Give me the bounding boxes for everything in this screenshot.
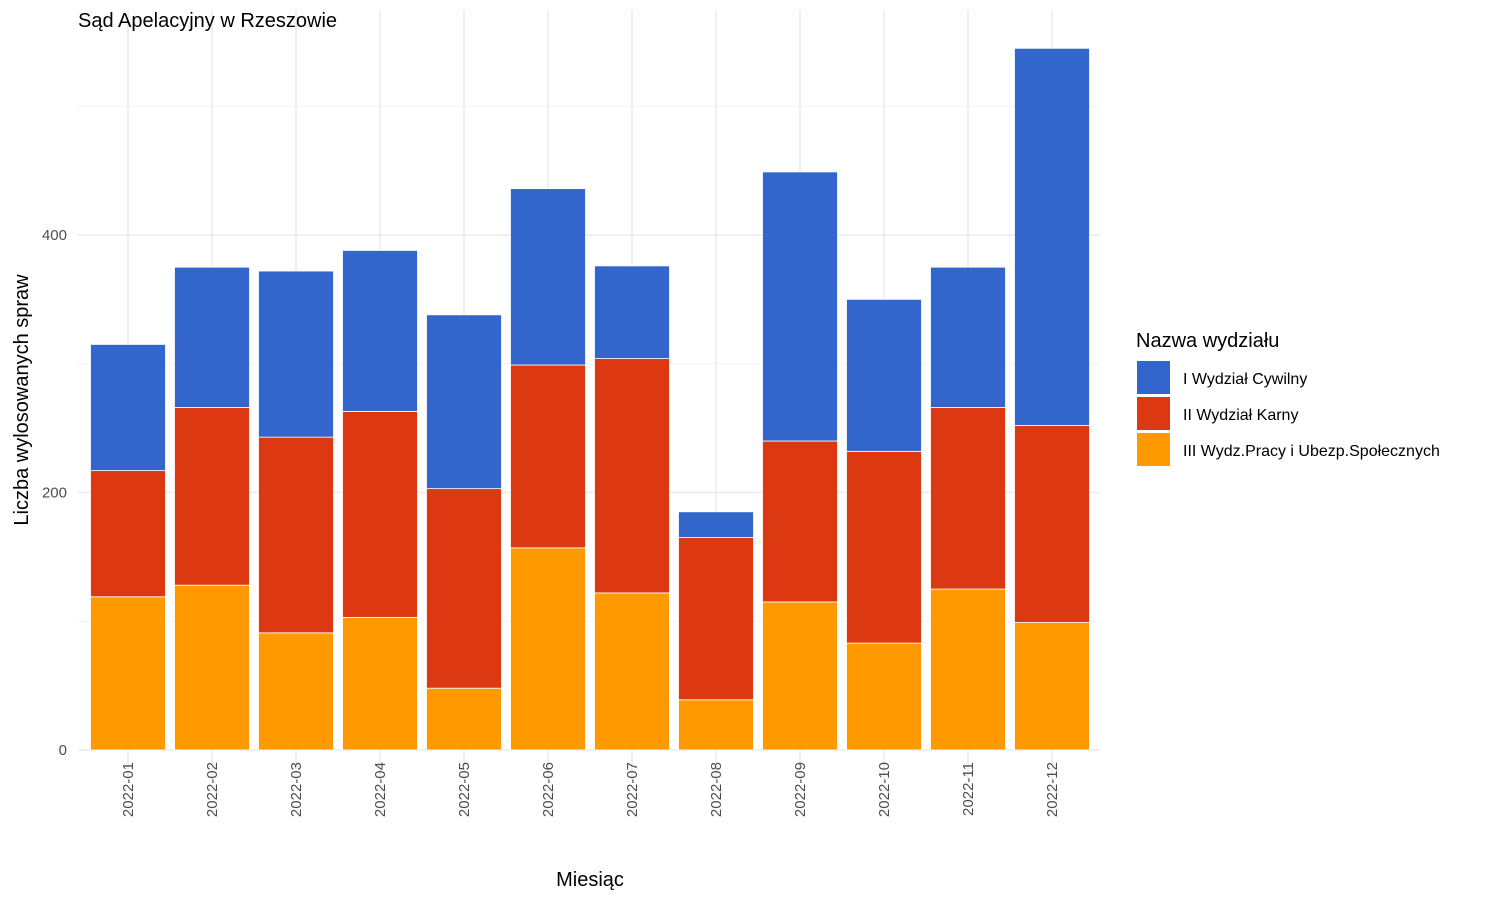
bar-segment	[510, 188, 586, 366]
chart-title: Sąd Apelacyjny w Rzeszowie	[78, 10, 337, 32]
bar-segment	[762, 601, 838, 751]
x-tick-label: 2022-06	[540, 762, 557, 817]
bar-segment	[342, 250, 418, 412]
bar-segment	[594, 265, 670, 359]
bar-segment	[426, 314, 502, 490]
bar-segment	[90, 470, 166, 598]
bar-segment	[594, 592, 670, 751]
bar-segment	[510, 364, 586, 549]
legend-label: III Wydz.Pracy i Ubezp.Społecznych	[1183, 443, 1440, 460]
legend-swatch	[1137, 433, 1170, 466]
legend-label: I Wydział Cywilny	[1183, 371, 1307, 388]
x-tick-label: 2022-01	[120, 762, 137, 817]
bar-segment	[678, 511, 754, 538]
bars	[90, 47, 1090, 751]
legend-title: Nazwa wydziału	[1136, 330, 1279, 352]
bar-segment	[90, 596, 166, 751]
legend-swatch	[1137, 361, 1170, 394]
bar-segment	[258, 436, 334, 634]
y-tick-label: 0	[59, 742, 67, 759]
x-tick-label: 2022-11	[960, 762, 977, 816]
bar-segment	[510, 547, 586, 751]
bar-segment	[678, 537, 754, 701]
y-axis-ticks: 0 200 400	[42, 227, 67, 759]
bar-segment	[930, 407, 1006, 590]
legend: Nazwa wydziału I Wydział Cywilny II Wydzi…	[1136, 330, 1440, 466]
x-tick-label: 2022-09	[792, 762, 809, 817]
bar-segment	[846, 298, 922, 452]
legend-label: II Wydział Karny	[1183, 407, 1298, 424]
bar-segment	[1014, 47, 1090, 426]
bar-segment	[930, 588, 1006, 751]
x-tick-label: 2022-10	[876, 762, 893, 817]
bar-segment	[258, 632, 334, 751]
bar-segment	[762, 171, 838, 442]
x-axis-title: Miesiąc	[556, 869, 624, 891]
bar-segment	[342, 410, 418, 618]
x-tick-label: 2022-02	[204, 762, 221, 817]
bar-segment	[258, 270, 334, 438]
bar-segment	[342, 616, 418, 751]
bar-segment	[174, 584, 250, 751]
x-tick-label: 2022-07	[624, 762, 641, 817]
y-tick-label: 400	[42, 227, 67, 244]
x-tick-label: 2022-04	[372, 762, 389, 817]
bar-segment	[1014, 425, 1090, 623]
bar-segment	[930, 266, 1006, 408]
bar-segment	[90, 344, 166, 472]
x-tick-label: 2022-12	[1044, 762, 1061, 817]
bar-segment	[846, 642, 922, 751]
bar-segment	[174, 266, 250, 408]
x-axis-ticks: 2022-01 2022-02 2022-03 2022-04 2022-05 2022-…	[120, 762, 1061, 817]
bar-segment	[174, 407, 250, 586]
x-tick-label: 2022-05	[456, 762, 473, 817]
bar-segment	[762, 440, 838, 603]
bar-segment	[846, 450, 922, 644]
y-axis-title: Liczba wylosowanych spraw	[11, 274, 33, 526]
bar-segment	[426, 488, 502, 689]
bar-segment	[426, 687, 502, 751]
x-tick-label: 2022-08	[708, 762, 725, 817]
bar-segment	[678, 699, 754, 751]
x-tick-label: 2022-03	[288, 762, 305, 817]
legend-swatch	[1137, 397, 1170, 430]
bar-segment	[1014, 622, 1090, 751]
y-tick-label: 200	[42, 485, 67, 502]
bar-segment	[594, 358, 670, 594]
